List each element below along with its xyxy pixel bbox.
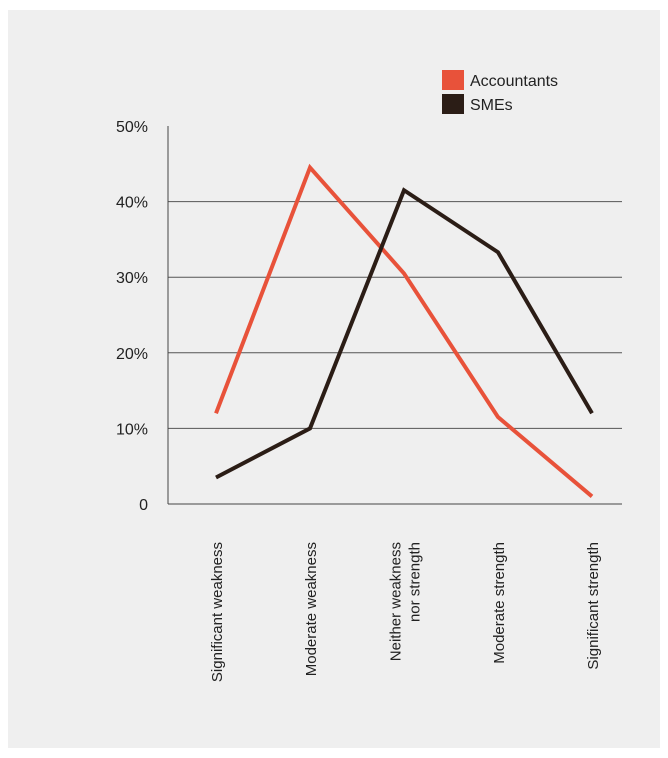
y-tick-label: 0 bbox=[139, 497, 148, 514]
y-tick-label: 40% bbox=[116, 195, 148, 212]
x-tick-label: Significant strength bbox=[585, 542, 602, 670]
legend-swatch-smes bbox=[442, 94, 464, 114]
gridlines bbox=[168, 201, 622, 429]
legend-label-smes: SMEs bbox=[470, 97, 513, 114]
legend: Accountants SMEs bbox=[442, 70, 558, 114]
x-tick-label-line: Significant strength bbox=[585, 542, 602, 670]
x-tick-label-line: Neither weakness bbox=[388, 542, 405, 661]
y-tick-labels: 0 10% 20% 30% 40% 50% bbox=[116, 119, 148, 514]
chart-panel bbox=[8, 10, 660, 748]
axes bbox=[167, 126, 622, 505]
x-tick-label: Moderate weakness bbox=[303, 542, 320, 676]
x-tick-label-line: Moderate strength bbox=[491, 542, 508, 664]
series-line-smes bbox=[215, 187, 594, 480]
x-tick-labels: Significant weakness Moderate weakness Nei… bbox=[209, 542, 602, 682]
y-tick-label: 30% bbox=[116, 270, 148, 287]
x-tick-label-line: nor strength bbox=[407, 542, 424, 622]
x-tick-label: Moderate strength bbox=[491, 542, 508, 664]
y-tick-label: 50% bbox=[116, 119, 148, 136]
y-tick-label: 20% bbox=[116, 346, 148, 363]
x-tick-label: Significant weakness bbox=[209, 542, 226, 682]
x-tick-label: Neither weakness nor strength bbox=[388, 542, 424, 661]
y-tick-label: 10% bbox=[116, 421, 148, 438]
legend-label-accountants: Accountants bbox=[470, 73, 558, 90]
legend-swatch-accountants bbox=[442, 70, 464, 90]
x-tick-label-line: Significant weakness bbox=[209, 542, 226, 682]
x-tick-label-line: Moderate weakness bbox=[303, 542, 320, 676]
series-lines bbox=[214, 163, 594, 498]
